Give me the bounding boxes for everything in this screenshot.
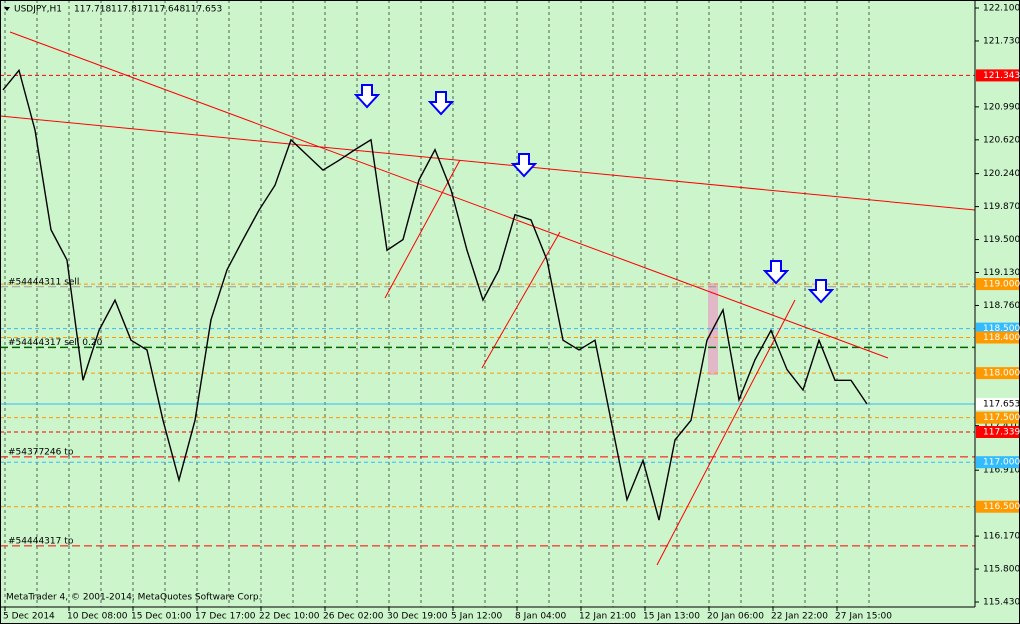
level-label: 117.339: [983, 428, 1020, 438]
vertical-grid: [4, 0, 870, 607]
y-tick-label: 120.620: [983, 135, 1020, 145]
y-tick-label: 122.100: [983, 4, 1020, 14]
level-label: 118.000: [983, 369, 1020, 379]
x-tick-label: 8 Jan 04:00: [515, 612, 567, 622]
trendline: [0, 115, 976, 211]
arrow: [427, 91, 455, 116]
y-tick-label: 119.870: [983, 202, 1020, 212]
trendlines: [0, 31, 976, 566]
y-tick-label: 120.240: [983, 169, 1020, 179]
trendline: [384, 159, 461, 299]
x-tick-label: 17 Dec 17:00: [195, 612, 256, 622]
x-tick-label: 15 Dec 01:00: [131, 612, 192, 622]
level-label: 118.400: [983, 333, 1020, 343]
plot: [2, 68, 868, 521]
level-label: 117.500: [983, 413, 1020, 423]
arrow: [353, 84, 381, 109]
level-label-box: [976, 69, 1019, 82]
level-label-box: [976, 367, 1019, 380]
level-label-box: [976, 278, 1019, 291]
x-tick-label: 5 Dec 2014: [3, 612, 55, 622]
level-label-box: [976, 331, 1019, 344]
y-tick-label: 116.170: [983, 532, 1020, 542]
x-tick-label: 22 Dec 10:00: [259, 612, 320, 622]
y-tick-label: 118.760: [983, 301, 1020, 311]
x-tick-label: 27 Jan 15:00: [835, 612, 892, 622]
level-label-box: [976, 456, 1019, 469]
x-tick-label: 26 Dec 02:00: [323, 612, 384, 622]
level-label-box: [976, 426, 1019, 439]
symbol: USDJPY,H1: [14, 5, 62, 15]
ohlc: 117.817: [111, 5, 148, 15]
level-label-box: [976, 398, 1019, 411]
level-label: 121.343: [983, 71, 1020, 81]
trendline: [481, 231, 561, 369]
arrow: [762, 260, 790, 285]
x-tick-label: 15 Jan 13:00: [643, 612, 700, 622]
order-label: #54444317 sell 0.20: [8, 338, 103, 348]
y-tick-label: 121.730: [983, 36, 1020, 46]
level-label: 117.653: [983, 400, 1020, 410]
arrows: [353, 84, 835, 304]
ohlc: 117.648: [148, 5, 185, 15]
menu-icon: [4, 7, 10, 11]
y-tick-label: 120.990: [983, 102, 1020, 112]
trendline: [9, 31, 889, 359]
y-tick-label: 115.430: [983, 598, 1020, 608]
level-label-box: [976, 500, 1019, 513]
footer: MetaTrader 4, © 2001-2014, MetaQuotes So…: [6, 593, 262, 603]
level-label: 117.000: [983, 458, 1020, 468]
order-label: #54377246 tp: [8, 447, 74, 457]
y-tick-label: 119.500: [983, 235, 1020, 245]
level-label: 116.500: [983, 502, 1020, 512]
arrow: [510, 153, 538, 178]
levels: #54444311 sell #54444317 sell 0.20 #543772…: [0, 74, 975, 547]
trendline: [656, 299, 796, 566]
x-tick-label: 20 Jan 06:00: [707, 612, 764, 622]
price-line: [2, 68, 868, 521]
ohlc: 117.653: [185, 5, 222, 15]
x-tick-label: 30 Dec 19:00: [387, 612, 448, 622]
x-tick-label: 22 Jan 22:00: [771, 612, 828, 622]
y-tick-label: 116.910: [983, 466, 1020, 476]
x-tick-label: 12 Jan 21:00: [579, 612, 636, 622]
ohlc: 117.718: [74, 5, 111, 15]
y-tick-label: 115.800: [983, 565, 1020, 575]
level-label: 118.500: [983, 324, 1020, 334]
x-tick-label: 5 Jan 12:00: [451, 612, 503, 622]
x-tick-label: 10 Dec 08:00: [67, 612, 128, 622]
order-label: #54444317 tp: [8, 536, 74, 546]
y-tick-label: 119.130: [983, 268, 1020, 278]
order-label: #54444311 sell: [8, 277, 79, 287]
arrow: [807, 279, 835, 304]
level-label-box: [976, 411, 1019, 424]
level-label: 119.000: [983, 280, 1020, 290]
